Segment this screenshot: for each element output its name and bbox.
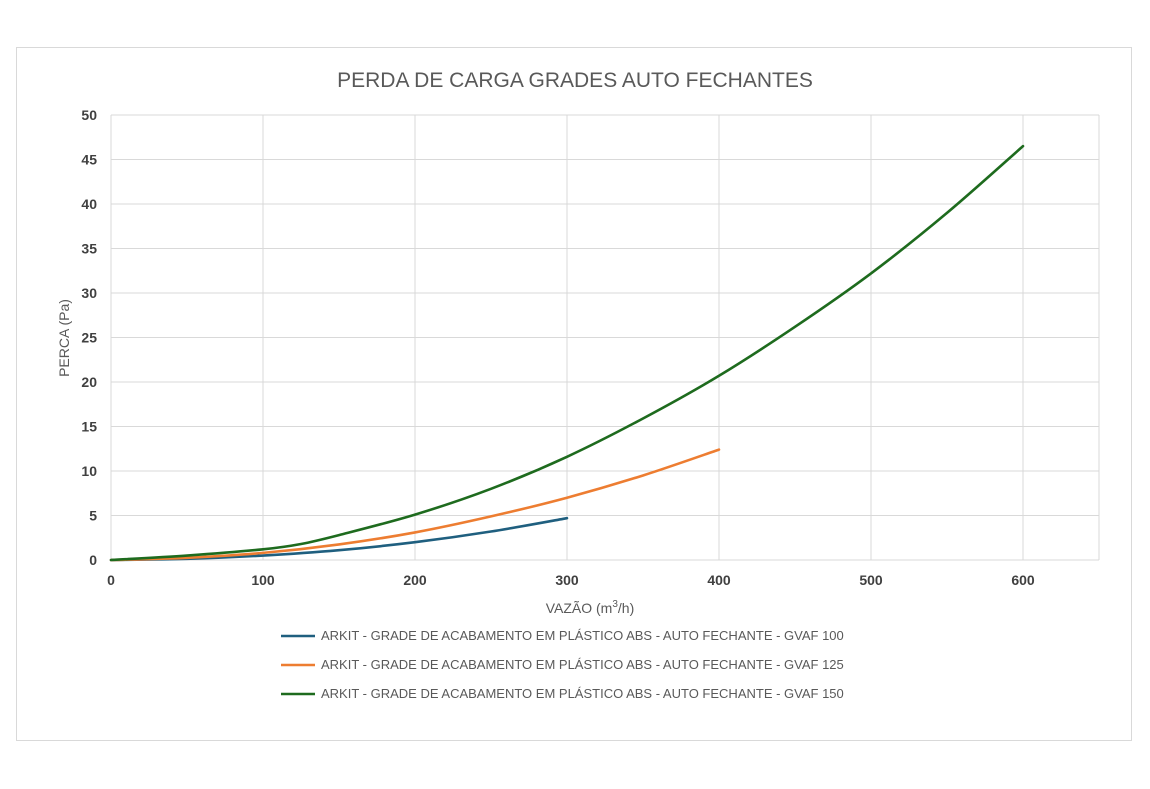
x-tick-label: 100 bbox=[251, 572, 275, 588]
series-line-3 bbox=[109, 144, 1025, 562]
x-axis-label: VAZÃO (m3/h) bbox=[546, 599, 635, 616]
y-tick-label: 25 bbox=[81, 330, 97, 346]
x-tick-label: 300 bbox=[555, 572, 579, 588]
legend-entry-2: ARKIT - GRADE DE ACABAMENTO EM PLÁSTICO … bbox=[321, 657, 844, 672]
y-tick-label: 15 bbox=[81, 419, 97, 435]
chart-title: PERDA DE CARGA GRADES AUTO FECHANTES bbox=[337, 69, 813, 92]
y-axis-label: PERCA (Pa) bbox=[56, 299, 72, 377]
y-tick-label: 0 bbox=[89, 552, 97, 568]
y-tick-label: 35 bbox=[81, 241, 97, 257]
y-tick-label: 30 bbox=[81, 285, 97, 301]
y-tick-label: 45 bbox=[81, 152, 97, 168]
grid-lines bbox=[110, 114, 1100, 561]
x-tick-label: 0 bbox=[107, 572, 115, 588]
legend-entry-1: ARKIT - GRADE DE ACABAMENTO EM PLÁSTICO … bbox=[321, 628, 844, 643]
legend-entry-3: ARKIT - GRADE DE ACABAMENTO EM PLÁSTICO … bbox=[321, 686, 844, 701]
y-tick-label: 40 bbox=[81, 196, 97, 212]
x-tick-label: 600 bbox=[1011, 572, 1035, 588]
chart-frame: PERDA DE CARGA GRADES AUTO FECHANTES 0 5 1… bbox=[16, 47, 1132, 741]
x-tick-label: 400 bbox=[707, 572, 731, 588]
x-tick-label: 200 bbox=[403, 572, 427, 588]
series-lines bbox=[109, 144, 1025, 562]
legend: ARKIT - GRADE DE ACABAMENTO EM PLÁSTICO … bbox=[281, 628, 844, 701]
line-chart: PERDA DE CARGA GRADES AUTO FECHANTES 0 5 1… bbox=[56, 69, 1100, 701]
series-line-2 bbox=[109, 448, 721, 562]
series-line-1 bbox=[109, 516, 569, 562]
y-tick-label: 20 bbox=[81, 374, 97, 390]
y-tick-label: 50 bbox=[81, 107, 97, 123]
y-tick-label: 5 bbox=[89, 508, 97, 524]
x-tick-label: 500 bbox=[859, 572, 883, 588]
y-tick-label: 10 bbox=[81, 463, 97, 479]
